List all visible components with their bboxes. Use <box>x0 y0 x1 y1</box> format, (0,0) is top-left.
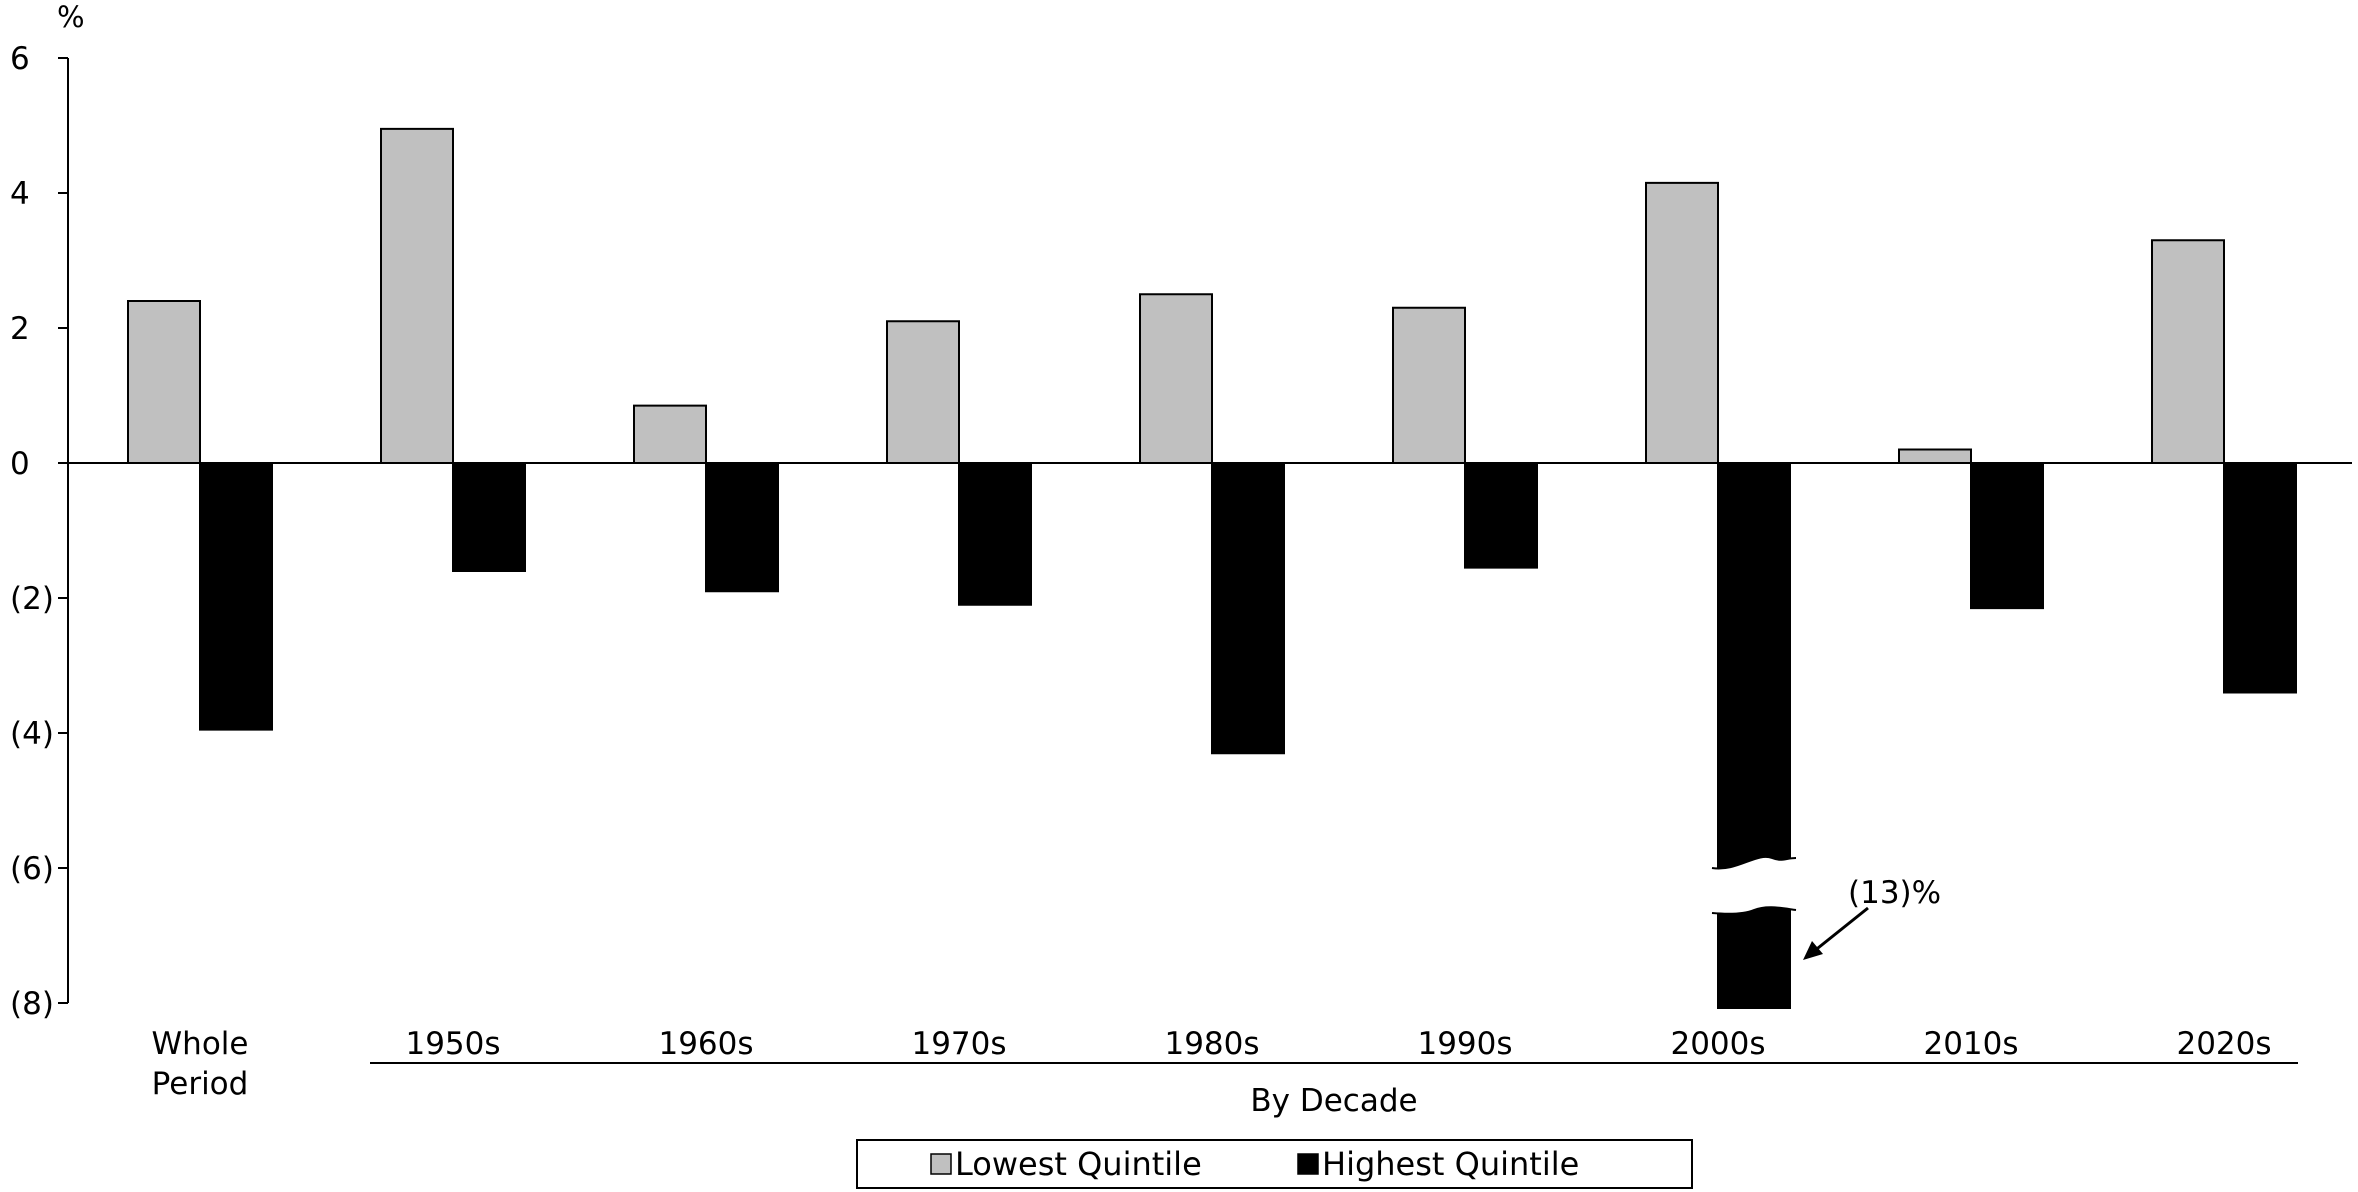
y-unit-label: % <box>57 0 85 34</box>
highest-quintile-bar <box>1464 462 1538 569</box>
y-tick-label: 6 <box>10 41 30 77</box>
legend-swatch-lowest <box>930 1153 952 1175</box>
x-axis-labels: Whole Period 1950s 1960s 1970s 1980s 1990s 2000… <box>152 1026 2272 1102</box>
x-category-label: Whole <box>152 1026 249 1062</box>
annotation-arrow-line <box>1812 906 1869 954</box>
lowest-quintile-bar <box>633 404 707 464</box>
bars <box>127 127 2297 1009</box>
x-category-label: 2020s <box>2176 1026 2271 1062</box>
lowest-quintile-bar <box>886 320 960 464</box>
x-category-label: 1950s <box>405 1026 500 1062</box>
axis-break-gap <box>1712 856 1796 914</box>
axis-break-line-top <box>1711 855 1797 870</box>
x-category-label: 2000s <box>1670 1026 1765 1062</box>
lowest-quintile-bar <box>127 300 201 464</box>
highest-quintile-bar <box>705 462 779 593</box>
y-tick-label: (4) <box>10 716 54 752</box>
y-axis: 6 4 2 0 (2) (4) (6) (8) <box>10 41 69 1022</box>
highest-quintile-bar <box>199 462 273 731</box>
y-tick-label: 4 <box>10 176 30 212</box>
legend-swatch-highest <box>1297 1153 1319 1175</box>
axis-break-line-bottom <box>1711 906 1797 915</box>
lowest-quintile-bar <box>380 127 454 464</box>
legend-label-highest: Highest Quintile <box>1322 1145 1579 1183</box>
annotation-arrow-head <box>1803 941 1823 960</box>
x-category-label: 1970s <box>911 1026 1006 1062</box>
y-tick-label: 2 <box>10 311 30 347</box>
x-category-label: 2010s <box>1923 1026 2018 1062</box>
lowest-quintile-bar <box>2151 239 2225 464</box>
lowest-quintile-bar <box>1898 448 1972 464</box>
highest-quintile-bar <box>1211 462 1285 755</box>
highest-quintile-bar <box>2223 462 2297 694</box>
highest-quintile-bar <box>1970 462 2044 610</box>
x-category-label: 1960s <box>658 1026 753 1062</box>
y-tick-label: (8) <box>10 986 54 1022</box>
y-tick-label: (6) <box>10 851 54 887</box>
legend[interactable]: Lowest Quintile Highest Quintile <box>856 1139 1693 1189</box>
decade-group-label: By Decade <box>1250 1083 1417 1119</box>
axis-break: (13)% <box>1711 855 1941 960</box>
x-category-label: 1980s <box>1164 1026 1259 1062</box>
x-category-label: Period <box>152 1066 249 1102</box>
lowest-quintile-bar <box>1645 181 1719 464</box>
x-category-label: 1990s <box>1417 1026 1512 1062</box>
y-tick-label: 0 <box>10 446 30 482</box>
legend-label-lowest: Lowest Quintile <box>955 1145 1202 1183</box>
lowest-quintile-bar <box>1392 306 1466 464</box>
break-annotation-label: (13)% <box>1848 875 1941 911</box>
y-tick-label: (2) <box>10 581 54 617</box>
highest-quintile-bar <box>452 462 526 572</box>
highest-quintile-bar <box>958 462 1032 606</box>
legend-box <box>856 1139 1693 1189</box>
highest-quintile-bar <box>1717 462 1791 1009</box>
lowest-quintile-bar <box>1139 293 1213 464</box>
